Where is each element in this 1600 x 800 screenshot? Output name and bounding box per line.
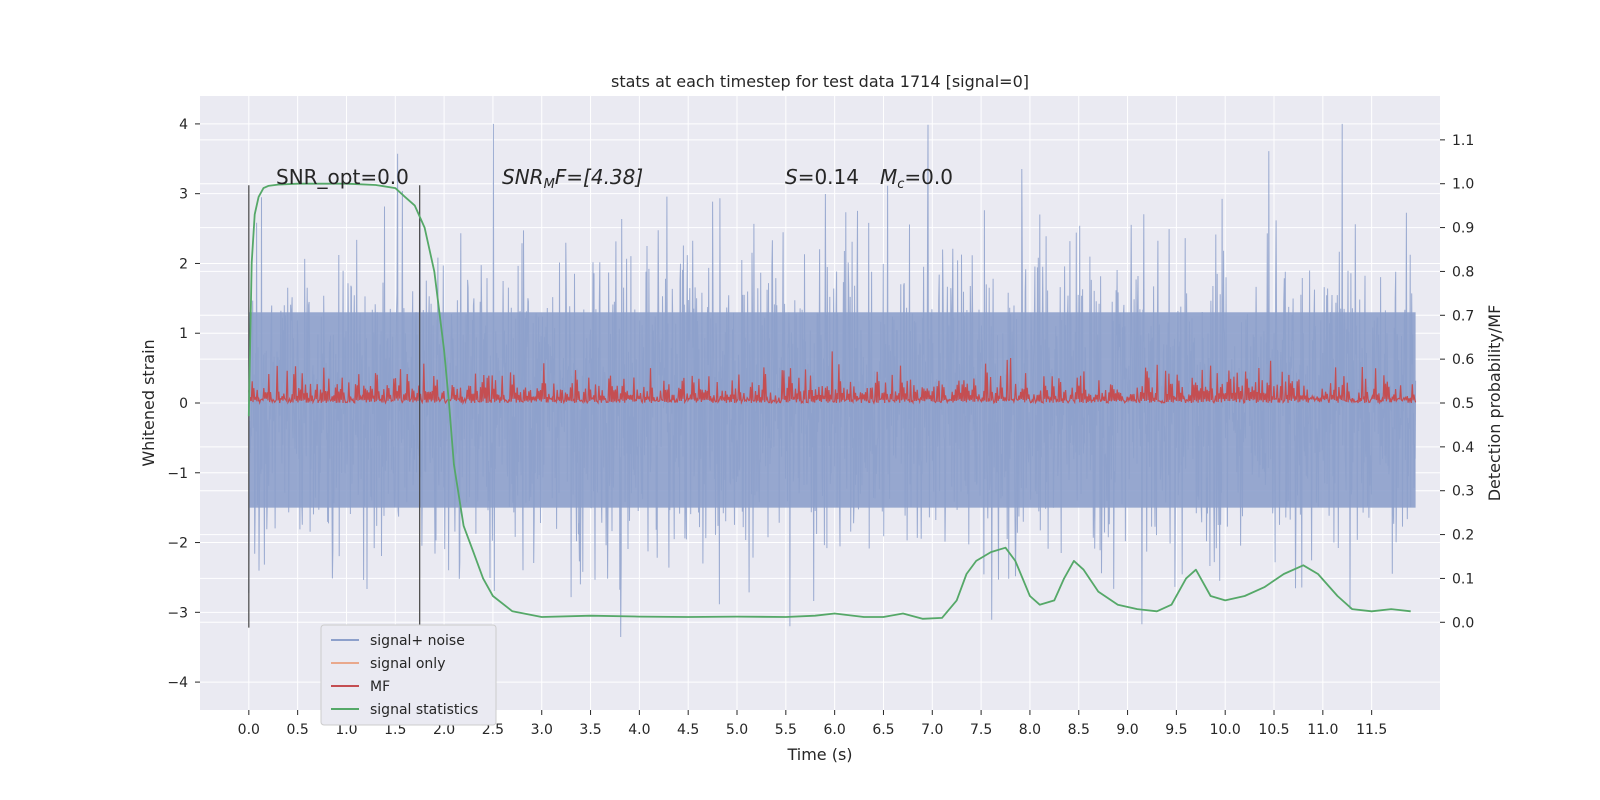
y2-tick-label: 1.0	[1452, 177, 1474, 193]
x-tick-label: 4.0	[628, 722, 650, 738]
y2-tick-label: 0.1	[1452, 571, 1474, 587]
x-tick-label: 3.5	[579, 722, 601, 738]
y2-tick-label: 0.2	[1452, 528, 1474, 544]
x-tick-label: 5.5	[775, 722, 797, 738]
x-tick-label: 11.5	[1356, 722, 1387, 738]
y2-tick-label: 0.4	[1452, 440, 1474, 456]
x-tick-label: 6.5	[872, 722, 894, 738]
x-tick-label: 9.0	[1116, 722, 1138, 738]
y-tick-label: 4	[179, 117, 188, 133]
mf-series	[248, 351, 1417, 406]
annotation-snr-mf: SNRMF=[4.38]	[502, 165, 643, 192]
s-value: =0.14	[798, 165, 859, 189]
signal-statistics-series	[247, 182, 1411, 620]
y2-tick-label: 0.0	[1452, 615, 1474, 631]
tick-labels: 0.0 0.5 1.0 1.5 2.0 2.5 3.0 3.5 4.0 4.5 5.0 5.5 6.0 6…	[167, 117, 1474, 738]
noise-band	[248, 312, 1416, 508]
x-tick-label: 2.5	[482, 722, 504, 738]
x-tick-label: 10.0	[1210, 722, 1241, 738]
y-tick-label: −2	[167, 536, 188, 552]
mc-subscript: c	[897, 177, 904, 192]
x-tick-label: 11.0	[1307, 722, 1338, 738]
annotation-snr-opt: SNR_opt=0.0	[276, 165, 409, 189]
x-tick-label: 0.5	[287, 722, 309, 738]
y-tick-label: 0	[179, 396, 188, 412]
mc-symbol: M	[880, 165, 897, 189]
annotation-mc: Mc=0.0	[880, 165, 953, 192]
y2-axis-label: Detection probability/MF	[1485, 305, 1504, 502]
y-tick-label: 2	[179, 256, 188, 272]
x-tick-label: 8.0	[1019, 722, 1041, 738]
x-tick-label: 10.5	[1258, 722, 1289, 738]
snr-mf-subscript: M	[544, 177, 555, 192]
statistics-line	[247, 182, 1411, 620]
annotation-s: S=0.14	[785, 165, 859, 189]
y2-tick-label: 0.7	[1452, 308, 1474, 324]
x-tick-label: 9.5	[1165, 722, 1187, 738]
x-axis-label: Time (s)	[786, 745, 852, 764]
mc-value: =0.0	[904, 165, 953, 189]
y-tick-label: −3	[167, 605, 188, 621]
y-tick-label: 1	[179, 326, 188, 342]
legend-label-mf: MF	[370, 679, 390, 695]
legend: signal+ noise signal only MF signal stat…	[320, 624, 497, 726]
y2-tick-label: 0.5	[1452, 396, 1474, 412]
x-tick-label: 1.0	[335, 722, 357, 738]
x-tick-label: 4.5	[677, 722, 699, 738]
x-tick-label: 5.0	[726, 722, 748, 738]
s-symbol: S	[785, 165, 798, 189]
snr-mf-value: F=[4.38]	[555, 165, 643, 189]
y-axis-label: Whitened strain	[139, 339, 158, 466]
y2-tick-label: 0.3	[1452, 484, 1474, 500]
x-tick-label: 2.0	[433, 722, 455, 738]
y2-tick-label: 0.8	[1452, 264, 1474, 280]
legend-label-signal-only: signal only	[370, 656, 445, 672]
x-tick-label: 8.5	[1068, 722, 1090, 738]
x-tick-label: 7.5	[970, 722, 992, 738]
x-tick-label: 7.0	[921, 722, 943, 738]
x-tick-label: 0.0	[238, 722, 260, 738]
y-tick-label: 3	[179, 187, 188, 203]
snr-mf-symbol: SNR	[502, 165, 544, 189]
mf-line	[248, 351, 1417, 406]
legend-label-noise: signal+ noise	[370, 633, 465, 649]
y2-tick-label: 0.6	[1452, 352, 1474, 368]
x-tick-label: 6.0	[824, 722, 846, 738]
x-tick-label: 1.5	[384, 722, 406, 738]
chart-title: stats at each timestep for test data 171…	[611, 72, 1029, 91]
y-tick-label: −4	[167, 675, 188, 691]
y2-tick-label: 0.9	[1452, 221, 1474, 237]
legend-label-statistics: signal statistics	[370, 702, 478, 718]
y-tick-label: −1	[167, 466, 188, 482]
y2-tick-label: 1.1	[1452, 133, 1474, 149]
legend-box	[320, 624, 497, 726]
x-tick-label: 3.0	[531, 722, 553, 738]
